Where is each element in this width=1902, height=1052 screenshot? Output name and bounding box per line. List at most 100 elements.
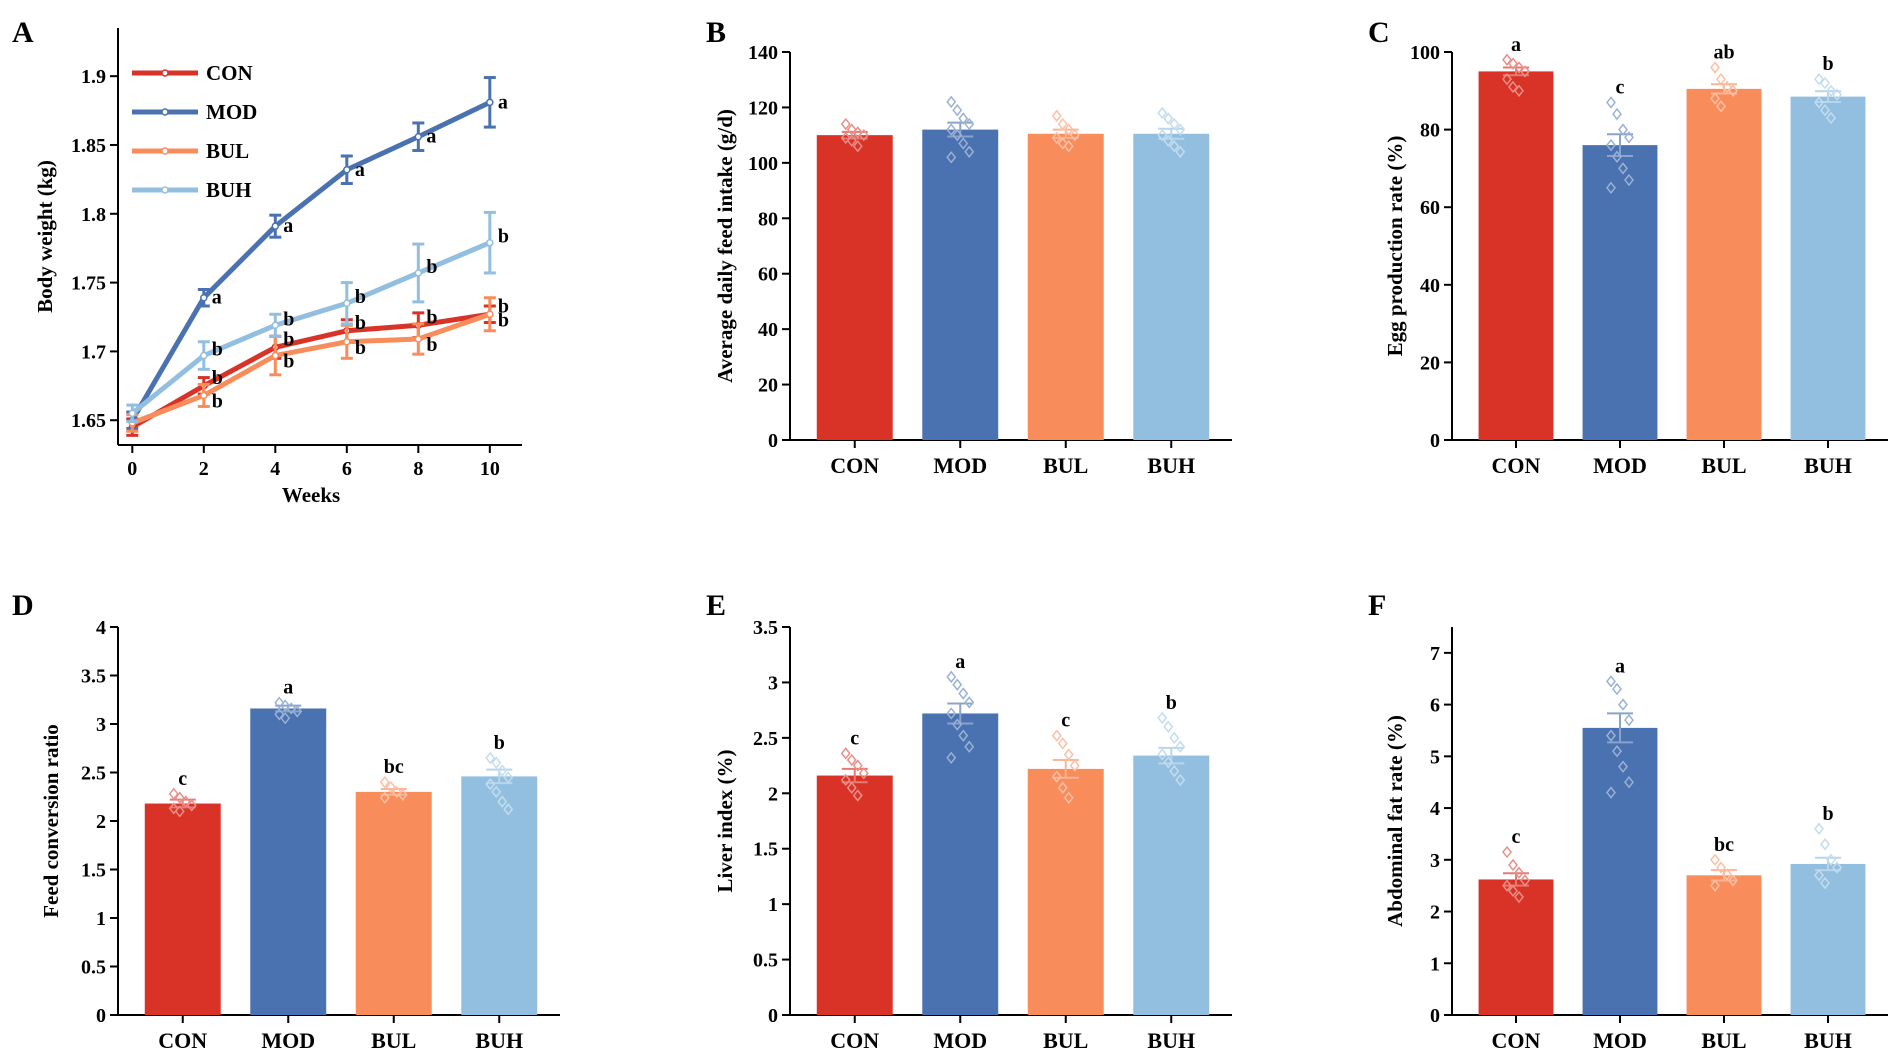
data-point	[503, 771, 514, 784]
y-tick-label: 40	[758, 319, 778, 341]
data-point	[497, 795, 508, 808]
data-point	[1069, 759, 1080, 772]
y-tick-label: 1	[1430, 953, 1440, 975]
series-line	[130, 240, 491, 416]
data-point	[128, 409, 137, 418]
category-label: MOD	[933, 453, 987, 478]
bar-group-buh: BUH b	[1790, 53, 1866, 478]
data-point	[1157, 711, 1168, 725]
bar-group-mod: MOD a	[1582, 655, 1658, 1052]
data-point	[1826, 853, 1836, 867]
category-label: BUH	[1147, 1028, 1195, 1052]
data-point	[1820, 838, 1830, 851]
bar-group-buh: BUH b	[1790, 803, 1866, 1052]
data-point	[958, 137, 969, 150]
y-tick-label: 1.85	[71, 135, 106, 157]
y-tick-label: 100	[1410, 42, 1440, 64]
data-point	[1514, 84, 1524, 98]
data-point	[1175, 145, 1186, 158]
data-point	[946, 670, 957, 684]
data-point	[1716, 72, 1726, 86]
bar-group-mod: MOD c	[1582, 76, 1658, 478]
data-point	[846, 134, 857, 147]
data-point	[1051, 131, 1062, 145]
bar-group-con: CON c	[1478, 826, 1554, 1052]
data-point	[1618, 698, 1628, 711]
category-label: BUL	[371, 1028, 416, 1052]
bar	[1582, 145, 1658, 440]
data-point	[1716, 861, 1726, 874]
data-point	[1051, 770, 1062, 783]
data-point	[1606, 786, 1616, 799]
data-point	[1057, 737, 1068, 750]
y-tick-label: 20	[758, 375, 778, 397]
data-point	[174, 791, 185, 804]
data-point	[1502, 53, 1512, 66]
data-point	[1612, 744, 1622, 758]
category-label: BUH	[1804, 1028, 1852, 1052]
legend-item-mod: MOD	[132, 100, 257, 124]
data-point	[1057, 781, 1068, 794]
panel-e: E 0 0.5 1 1.5 2 2.5 3 3.5 Liver index (%) CON c MOD a…	[706, 589, 1232, 1052]
data-point	[1826, 84, 1836, 98]
category-label: CON	[1492, 453, 1541, 478]
y-tick-label: 2	[1430, 902, 1440, 924]
data-point	[271, 222, 280, 230]
data-point	[1832, 861, 1842, 874]
data-point	[858, 767, 869, 780]
significance-label: b	[212, 390, 223, 412]
significance-label: c	[1512, 826, 1521, 848]
data-point	[840, 747, 851, 760]
significance-label: b	[355, 312, 366, 334]
legend-label: BUH	[206, 178, 252, 202]
y-tick-label: 4	[96, 617, 106, 639]
significance-label: b	[355, 286, 366, 308]
legend-item-bul: BUL	[132, 139, 249, 163]
y-tick-label: 1	[96, 908, 106, 930]
data-point	[271, 351, 280, 360]
data-point	[958, 729, 969, 742]
y-tick-label: 4	[1430, 798, 1440, 820]
category-label: BUL	[1701, 1028, 1746, 1052]
data-point	[1814, 822, 1824, 835]
significance-label: a	[498, 91, 508, 113]
category-label: MOD	[261, 1028, 315, 1052]
significance-label: b	[426, 334, 437, 356]
data-point	[280, 699, 291, 712]
panel-letter: E	[706, 589, 726, 622]
x-tick-label: 8	[413, 458, 423, 480]
y-tick-label: 6	[1430, 695, 1440, 717]
data-point	[1624, 173, 1634, 187]
bar-group-bul: BUL ab	[1686, 42, 1762, 478]
data-point	[1826, 111, 1836, 125]
data-point	[1606, 138, 1616, 152]
y-tick-label: 0	[768, 430, 778, 452]
y-tick-label: 1.7	[81, 341, 106, 363]
panel-letter: F	[1368, 589, 1386, 622]
data-point	[1514, 61, 1524, 74]
series-con: bbb bb	[126, 295, 509, 437]
data-point	[286, 702, 297, 715]
data-point	[485, 777, 496, 791]
data-point	[1606, 96, 1616, 109]
data-point	[271, 321, 280, 330]
data-point	[1820, 876, 1830, 890]
data-point	[1618, 123, 1628, 136]
bar-group-buh: BUH b	[1133, 692, 1210, 1052]
data-point	[1163, 720, 1174, 733]
data-point	[1728, 84, 1738, 98]
bar	[922, 713, 999, 1015]
data-point	[1175, 740, 1186, 753]
data-point	[1710, 853, 1720, 867]
significance-label: a	[283, 677, 293, 699]
panel-d: D 0 0.5 1 1.5 2 2.5 3 3.5 4 Feed conversion ratio C…	[12, 589, 560, 1052]
data-point	[168, 787, 179, 801]
data-point	[200, 391, 208, 400]
legend-label: MOD	[206, 100, 257, 124]
data-point	[486, 310, 494, 319]
data-point	[952, 128, 963, 142]
bar-group-mod: MOD a	[922, 651, 999, 1052]
significance-label: a	[955, 651, 965, 673]
significance-label: b	[494, 732, 505, 754]
y-tick-label: 0	[1430, 1005, 1440, 1027]
